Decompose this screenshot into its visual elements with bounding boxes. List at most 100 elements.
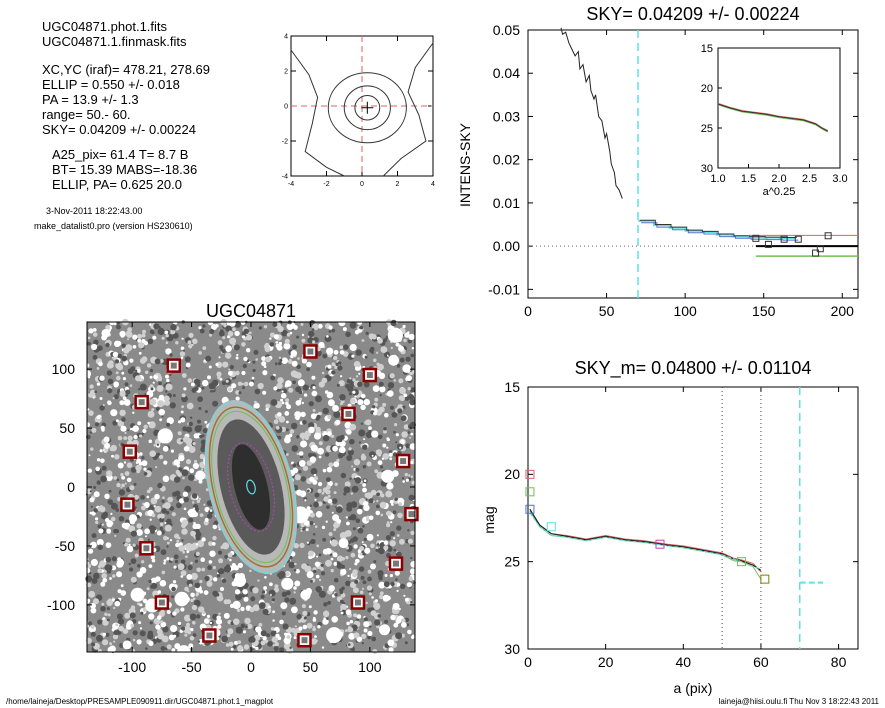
noise-speck [340,611,344,615]
noise-speck [395,578,398,581]
noise-speck [128,525,136,533]
noise-speck [326,391,334,399]
noise-speck [170,449,174,453]
noise-speck [339,588,344,593]
noise-speck [335,362,339,367]
noise-speck [241,342,246,347]
noise-speck [409,460,414,465]
noise-speck [384,574,388,577]
noise-speck [377,570,384,577]
noise-speck [183,496,189,503]
noise-speck [286,590,291,596]
noise-speck [112,351,119,358]
noise-speck [112,574,116,578]
noise-speck [407,339,412,344]
noise-speck [222,542,230,550]
sky-box-marker [794,235,802,243]
noise-speck [353,468,357,471]
noise-speck [332,445,338,452]
noise-speck [363,504,370,511]
noise-speck [315,586,323,593]
noise-speck [189,468,195,474]
sky-box-marker [812,249,820,257]
noise-speck [281,611,286,616]
noise-speck [112,397,115,400]
inset-x-label: 2.5 [802,173,817,185]
noise-speck [291,360,298,367]
noise-speck [141,333,146,338]
noise-speck [101,602,105,606]
noise-speck [160,549,167,556]
noise-speck [365,601,368,605]
noise-speck [167,496,174,503]
noise-speck [181,405,185,409]
masked-blob [157,428,173,444]
noise-speck [277,377,284,384]
noise-speck [302,610,308,617]
noise-speck [350,383,354,387]
noise-speck [107,499,114,505]
noise-speck [365,331,369,335]
noise-speck [194,531,202,538]
noise-speck [140,495,146,500]
noise-speck [153,323,160,330]
noise-speck [278,571,286,579]
noise-speck [96,367,100,370]
noise-speck [166,518,172,524]
noise-speck [134,553,139,558]
noise-speck [238,391,242,395]
noise-speck [298,399,302,403]
noise-speck [155,466,158,469]
noise-speck [159,580,167,587]
noise-speck [180,607,185,612]
noise-speck [154,493,160,500]
noise-speck [100,505,103,508]
noise-speck [184,485,192,493]
noise-speck [208,365,212,369]
noise-speck [190,530,197,537]
noise-speck [350,552,356,558]
noise-speck [404,332,410,338]
sky-step-black [639,219,797,238]
noise-speck [293,591,296,594]
info-pa: PA = 13.9 +/- 1.3 [42,92,139,107]
noise-speck [281,357,289,365]
noise-speck [133,482,137,486]
noise-speck [86,488,92,495]
noise-speck [190,592,195,598]
noise-speck [88,328,94,334]
masked-blob [101,328,111,338]
noise-speck [235,626,243,634]
noise-speck [176,539,180,543]
noise-speck [353,544,358,549]
noise-speck [126,477,132,483]
noise-speck [88,548,94,554]
noise-speck [308,401,314,407]
noise-speck [249,331,252,335]
noise-speck [241,382,244,386]
masked-blob [387,327,403,343]
noise-speck [127,327,132,333]
noise-speck [299,455,304,459]
noise-speck [216,615,221,621]
noise-speck [346,621,350,626]
noise-speck [149,368,154,373]
noise-speck [345,629,348,632]
noise-speck [101,523,104,526]
noise-speck [188,583,193,587]
noise-speck [88,392,94,398]
noise-speck [386,521,390,525]
image-title: UGC04871 [206,301,296,321]
noise-speck [140,378,144,382]
sky-box-marker [780,235,788,243]
noise-speck [305,528,309,532]
masked-blob [187,508,197,518]
noise-speck [293,636,297,640]
noise-speck [348,633,356,640]
noise-speck [351,465,354,468]
noise-speck [110,502,118,510]
mag-series-green [529,510,762,580]
noise-speck [409,399,416,406]
noise-speck [318,553,322,557]
noise-speck [308,422,315,429]
